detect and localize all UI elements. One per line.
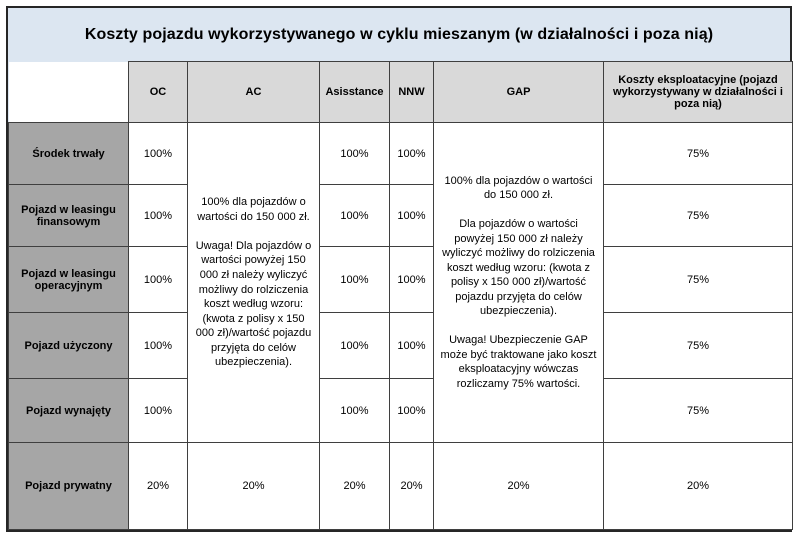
cell-oc: 100% — [128, 184, 188, 247]
cell-nnw: 100% — [389, 378, 434, 443]
table-row-leasing-operacyjny: Pojazd w leasingu operacyjnym 100% 100% … — [8, 246, 793, 313]
cell-gap: 20% — [433, 442, 604, 530]
row-label: Pojazd w leasingu finansowym — [8, 184, 129, 247]
cell-koszty: 75% — [603, 246, 793, 313]
cell-asisstance: 100% — [319, 184, 390, 247]
cell-asisstance: 100% — [319, 378, 390, 443]
cell-asisstance: 20% — [319, 442, 390, 530]
corner-cell — [8, 61, 129, 123]
cell-nnw: 100% — [389, 312, 434, 379]
col-header-asisstance: Asisstance — [319, 61, 390, 123]
cell-asisstance: 100% — [319, 122, 390, 185]
col-header-gap: GAP — [433, 61, 604, 123]
col-header-ac: AC — [187, 61, 320, 123]
cell-koszty: 20% — [603, 442, 793, 530]
table-row-pojazd-prywatny: Pojazd prywatny 20% 20% 20% 20% 20% 20% — [8, 442, 793, 530]
cell-koszty: 75% — [603, 184, 793, 247]
col-header-nnw: NNW — [389, 61, 434, 123]
cell-koszty: 75% — [603, 378, 793, 443]
table-row-pojazd-wynajety: Pojazd wynajęty 100% 100% 100% 75% — [8, 378, 793, 443]
cell-nnw: 20% — [389, 442, 434, 530]
page-title: Koszty pojazdu wykorzystywanego w cyklu … — [84, 25, 714, 43]
cell-oc: 100% — [128, 378, 188, 443]
cell-oc: 20% — [128, 442, 188, 530]
row-label: Pojazd wynajęty — [8, 378, 129, 443]
table-card: Koszty pojazdu wykorzystywanego w cyklu … — [6, 6, 793, 532]
cell-asisstance: 100% — [319, 246, 390, 313]
row-label: Pojazd prywatny — [8, 442, 129, 530]
cell-koszty: 75% — [603, 122, 793, 185]
table-row-srodek-trwaly: Środek trwały 100% 100% dla pojazdów o w… — [8, 122, 793, 443]
row-label: Pojazd użyczony — [8, 312, 129, 379]
cell-gap-merged-note: 100% dla pojazdów o wartości do 150 000 … — [433, 122, 604, 443]
row-label: Środek trwały — [8, 122, 129, 185]
header-row: OC AC Asisstance NNW GAP Koszty eksploat… — [8, 61, 793, 123]
cell-oc: 100% — [128, 246, 188, 313]
cell-koszty: 75% — [603, 312, 793, 379]
cell-ac: 20% — [187, 442, 320, 530]
row-label: Pojazd w leasingu operacyjnym — [8, 246, 129, 313]
cell-oc: 100% — [128, 312, 188, 379]
col-header-oc: OC — [128, 61, 188, 123]
vehicle-costs-table: OC AC Asisstance NNW GAP Koszty eksploat… — [8, 61, 793, 530]
cell-nnw: 100% — [389, 246, 434, 313]
cell-oc: 100% — [128, 122, 188, 185]
table-row-leasing-finansowy: Pojazd w leasingu finansowym 100% 100% 1… — [8, 184, 793, 247]
table-row-pojazd-uzyczony: Pojazd użyczony 100% 100% 100% 75% — [8, 312, 793, 379]
cell-asisstance: 100% — [319, 312, 390, 379]
cell-nnw: 100% — [389, 122, 434, 185]
cell-ac-merged-note: 100% dla pojazdów o wartości do 150 000 … — [187, 122, 320, 443]
col-header-koszty-eksploatacyjne: Koszty eksploatacyjne (pojazd wykorzysty… — [603, 61, 793, 123]
cell-nnw: 100% — [389, 184, 434, 247]
